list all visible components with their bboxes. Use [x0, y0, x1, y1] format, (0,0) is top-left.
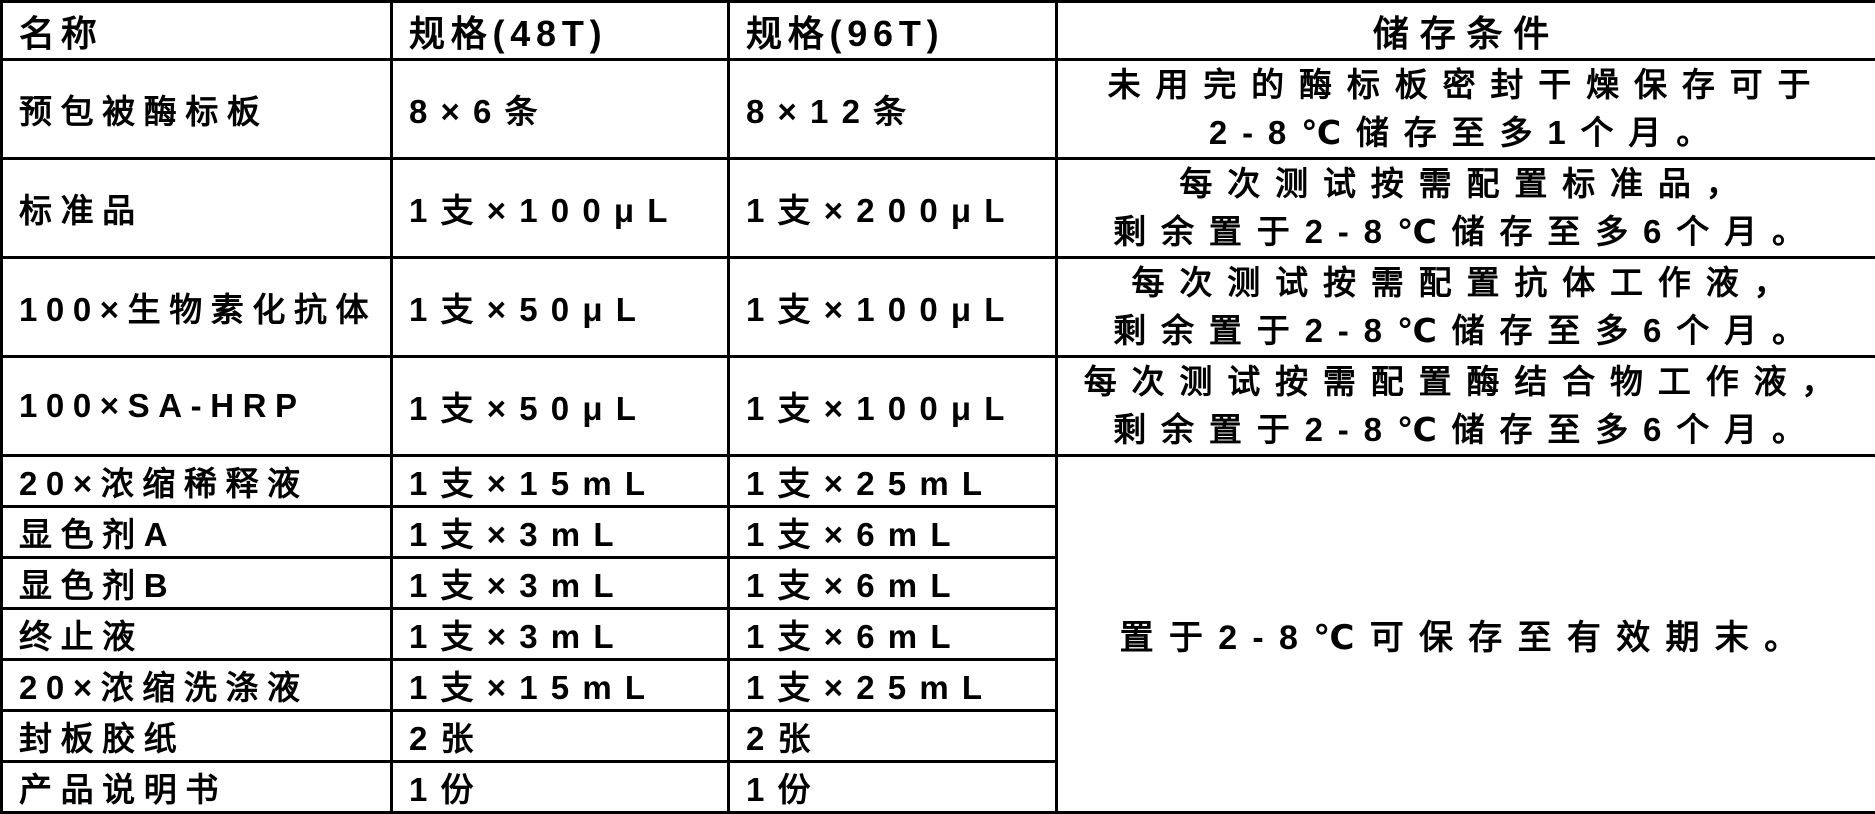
spec-96t-cell: 1支×6mL: [729, 507, 1057, 558]
spec-48t-cell: 1支×3mL: [392, 507, 729, 558]
spec-48t-cell: 1支×50μL: [392, 258, 729, 357]
spec-48t-cell: 1支×15mL: [392, 660, 729, 711]
storage-line: 剩余置于2-8℃储存至多6个月。: [1066, 208, 1867, 256]
component-name-cell: 显色剂B: [2, 558, 392, 609]
spec-48t-cell: 1支×50μL: [392, 357, 729, 456]
spec-48t-cell: 1支×100μL: [392, 159, 729, 258]
storage-cell: 未用完的酶标板密封干燥保存可于 2-8℃储存至多1个月。: [1057, 60, 1875, 159]
storage-line: 每次测试按需配置抗体工作液，: [1066, 259, 1867, 307]
storage-line: 每次测试按需配置酶结合物工作液，: [1066, 358, 1867, 406]
spec-96t-cell: 1支×25mL: [729, 456, 1057, 507]
storage-cell: 每次测试按需配置抗体工作液， 剩余置于2-8℃储存至多6个月。: [1057, 258, 1875, 357]
spec-96t-cell: 1支×100μL: [729, 258, 1057, 357]
table-row: 100×生物素化抗体 1支×50μL 1支×100μL 每次测试按需配置抗体工作…: [2, 258, 1875, 357]
component-name-cell: 20×浓缩洗涤液: [2, 660, 392, 711]
spec-96t-cell: 1支×100μL: [729, 357, 1057, 456]
component-name-cell: 产品说明书: [2, 762, 392, 813]
component-name-cell: 预包被酶标板: [2, 60, 392, 159]
table-row: 20×浓缩稀释液 1支×15mL 1支×25mL 置于2-8℃可保存至有效期末。: [2, 456, 1875, 507]
spec-96t-cell: 1份: [729, 762, 1057, 813]
storage-merged-cell: 置于2-8℃可保存至有效期末。: [1057, 456, 1875, 813]
table-row: 预包被酶标板 8×6条 8×12条 未用完的酶标板密封干燥保存可于 2-8℃储存…: [2, 60, 1875, 159]
spec-48t-cell: 1支×15mL: [392, 456, 729, 507]
table-row: 标准品 1支×100μL 1支×200μL 每次测试按需配置标准品， 剩余置于2…: [2, 159, 1875, 258]
table-row: 100×SA-HRP 1支×50μL 1支×100μL 每次测试按需配置酶结合物…: [2, 357, 1875, 456]
storage-line: 2-8℃储存至多1个月。: [1066, 109, 1867, 157]
component-name-cell: 20×浓缩稀释液: [2, 456, 392, 507]
spec-96t-cell: 1支×200μL: [729, 159, 1057, 258]
header-name: 名称: [2, 2, 392, 60]
storage-cell: 每次测试按需配置标准品， 剩余置于2-8℃储存至多6个月。: [1057, 159, 1875, 258]
spec-48t-cell: 1支×3mL: [392, 609, 729, 660]
spec-96t-cell: 1支×6mL: [729, 609, 1057, 660]
spec-48t-cell: 1支×3mL: [392, 558, 729, 609]
component-name-cell: 终止液: [2, 609, 392, 660]
component-name-cell: 100×生物素化抗体: [2, 258, 392, 357]
storage-line: 未用完的酶标板密封干燥保存可于: [1066, 61, 1867, 109]
storage-cell: 每次测试按需配置酶结合物工作液， 剩余置于2-8℃储存至多6个月。: [1057, 357, 1875, 456]
storage-line: 剩余置于2-8℃储存至多6个月。: [1066, 406, 1867, 454]
header-spec-96t: 规格(96T): [729, 2, 1057, 60]
spec-48t-cell: 1份: [392, 762, 729, 813]
component-name-cell: 100×SA-HRP: [2, 357, 392, 456]
storage-line: 剩余置于2-8℃储存至多6个月。: [1066, 307, 1867, 355]
header-row: 名称 规格(48T) 规格(96T) 储存条件: [2, 2, 1875, 60]
storage-line: 每次测试按需配置标准品，: [1066, 160, 1867, 208]
spec-48t-cell: 2张: [392, 711, 729, 762]
spec-96t-cell: 8×12条: [729, 60, 1057, 159]
component-name-cell: 显色剂A: [2, 507, 392, 558]
component-name-cell: 标准品: [2, 159, 392, 258]
spec-48t-cell: 8×6条: [392, 60, 729, 159]
spec-96t-cell: 1支×25mL: [729, 660, 1057, 711]
component-name-cell: 封板胶纸: [2, 711, 392, 762]
spec-96t-cell: 2张: [729, 711, 1057, 762]
header-spec-48t: 规格(48T): [392, 2, 729, 60]
header-storage: 储存条件: [1057, 2, 1875, 60]
spec-96t-cell: 1支×6mL: [729, 558, 1057, 609]
